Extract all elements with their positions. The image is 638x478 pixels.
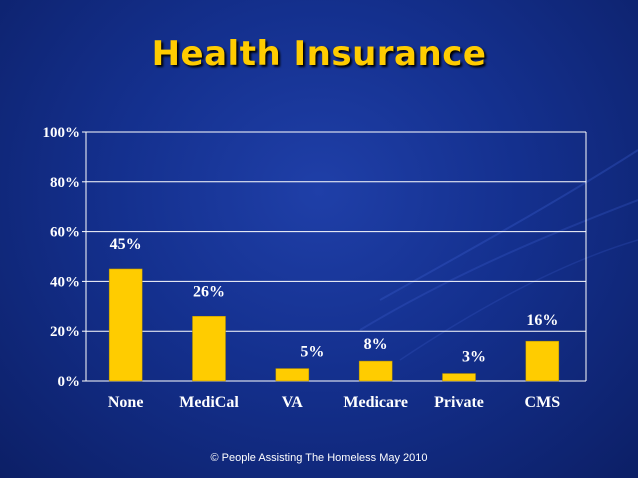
data-label: 8% xyxy=(364,336,388,353)
copyright-footer: © People Assisting The Homeless May 2010 xyxy=(210,452,428,464)
bar-cms xyxy=(525,340,560,382)
y-tick-label: 60% xyxy=(50,225,80,241)
data-label: 3% xyxy=(462,349,486,366)
slide-title: Health Insurance xyxy=(151,34,487,74)
bar-medicare xyxy=(358,360,393,382)
data-label: 5% xyxy=(300,344,324,361)
x-tick-label: MediCal xyxy=(179,394,239,411)
bar-va xyxy=(275,368,310,382)
data-label: 45% xyxy=(110,236,142,253)
y-tick-label: 0% xyxy=(58,374,81,390)
data-label: 16% xyxy=(526,312,558,329)
y-tick-label: 80% xyxy=(50,175,80,191)
x-tick-label: None xyxy=(108,394,144,411)
x-tick-label: Medicare xyxy=(343,394,408,411)
bar-medical xyxy=(192,316,226,382)
y-tick-label: 40% xyxy=(50,274,80,290)
x-tick-label: CMS xyxy=(525,394,561,411)
x-tick-label: Private xyxy=(434,394,484,411)
y-tick-label: 20% xyxy=(50,324,80,340)
bar-private xyxy=(442,373,476,382)
bar-none xyxy=(108,268,143,382)
x-tick-label: VA xyxy=(282,394,303,411)
data-label: 26% xyxy=(193,283,225,300)
y-tick-label: 100% xyxy=(43,125,81,141)
